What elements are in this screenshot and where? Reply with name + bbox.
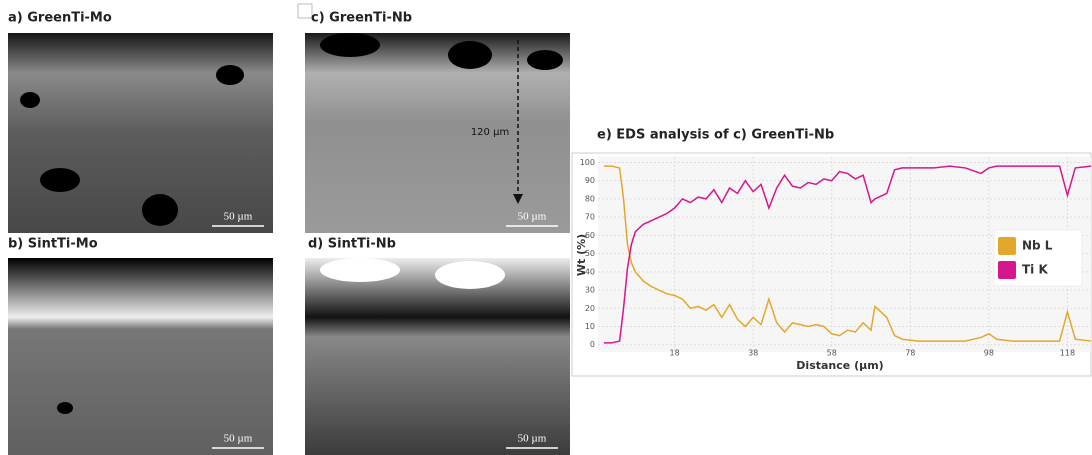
x-tick-label: 58 — [827, 349, 837, 358]
panel-label: a) GreenTi-Mo — [8, 11, 112, 26]
x-tick-label: 118 — [1060, 349, 1075, 358]
y-tick-label: 60 — [585, 231, 595, 240]
y-axis-label: Wt (%) — [575, 234, 588, 276]
x-axis-label: Distance (µm) — [796, 359, 883, 372]
scale-bar-label: 50 µm — [224, 211, 253, 223]
panel-label: b) SintTi-Mo — [8, 237, 98, 252]
data-line — [603, 165, 1092, 344]
scale-bar-label: 50 µm — [518, 211, 547, 223]
y-tick-label: 20 — [585, 304, 595, 313]
y-tick-label: 90 — [585, 176, 595, 185]
y-tick-label: 80 — [585, 194, 595, 203]
panel-label: c) GreenTi-Nb — [311, 11, 412, 26]
scale-bars — [212, 225, 558, 449]
y-tick-label: 0 — [590, 340, 595, 349]
x-tick-label: 38 — [748, 349, 758, 358]
x-tick-label: 18 — [670, 349, 680, 358]
legend-label: Nb L — [1022, 239, 1053, 253]
image-c — [305, 33, 570, 233]
legend-swatch — [998, 261, 1016, 279]
scale-bar-label: 50 µm — [224, 433, 253, 445]
y-tick-label: 10 — [585, 322, 595, 331]
scale-bar-label: 50 µm — [518, 433, 547, 445]
x-tick-label: 98 — [984, 349, 994, 358]
annotation: 120 µm — [471, 127, 509, 138]
y-tick-label: 50 — [585, 249, 595, 258]
chart-title: e) EDS analysis of c) GreenTi-Nb — [597, 128, 834, 143]
image-b — [8, 258, 273, 455]
legend-swatch — [998, 237, 1016, 255]
panel-label: d) SintTi-Nb — [308, 237, 396, 252]
frame — [297, 3, 313, 19]
image-d — [305, 258, 570, 455]
y-tick-label: 40 — [585, 267, 595, 276]
data-line — [603, 165, 1092, 342]
legend-label: Ti K — [1022, 263, 1048, 277]
y-tick-label: 100 — [580, 158, 595, 167]
y-tick-label: 30 — [585, 286, 595, 295]
y-tick-label: 70 — [585, 213, 595, 222]
image-a — [8, 33, 273, 233]
x-tick-label: 78 — [905, 349, 915, 358]
